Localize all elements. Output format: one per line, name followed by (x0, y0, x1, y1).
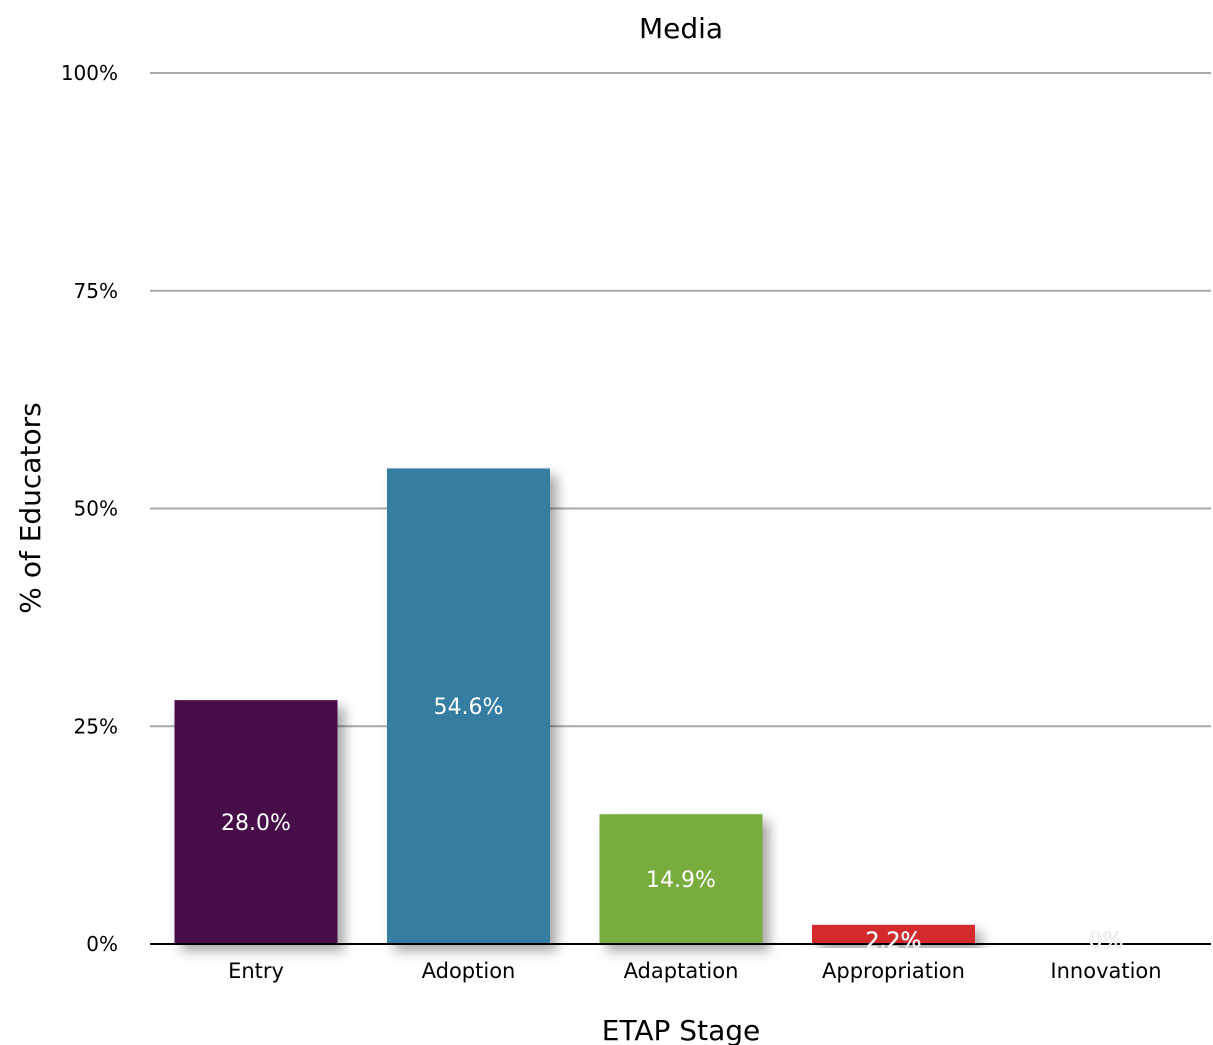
category-labels: Entry Adoption Adaptation Appropriation Inno… (228, 959, 1162, 983)
y-tick-label: 100% (61, 61, 118, 85)
x-tick-label: Entry (228, 959, 284, 983)
x-axis-label: ETAP Stage (602, 1014, 760, 1045)
x-tick-label: Adaptation (624, 959, 739, 983)
bar (387, 468, 550, 944)
x-tick-label: Appropriation (822, 959, 965, 983)
y-axis-label: % of Educators (14, 402, 47, 613)
bars (174, 468, 975, 944)
y-axis-ticks: 0% 25% 50% 75% 100% (61, 61, 118, 956)
y-tick-label: 75% (74, 279, 118, 303)
value-label: 28.0% (221, 811, 291, 836)
y-tick-label: 25% (74, 714, 118, 738)
value-label: 2.2% (866, 929, 922, 954)
bar (174, 700, 338, 944)
x-tick-label: Innovation (1050, 959, 1161, 983)
gridlines (150, 72, 1211, 728)
chart-title: Media (639, 12, 723, 45)
bar (599, 814, 763, 944)
bar (812, 924, 975, 944)
x-tick-label: Adoption (422, 959, 516, 983)
value-label: 0% (1089, 929, 1124, 954)
y-tick-label: 50% (74, 497, 118, 521)
value-labels: 28.0% 54.6% 14.9% 2.2% 0% (221, 695, 1124, 954)
y-tick-label: 0% (86, 932, 118, 956)
value-label: 14.9% (646, 868, 716, 893)
value-label: 54.6% (434, 695, 504, 720)
